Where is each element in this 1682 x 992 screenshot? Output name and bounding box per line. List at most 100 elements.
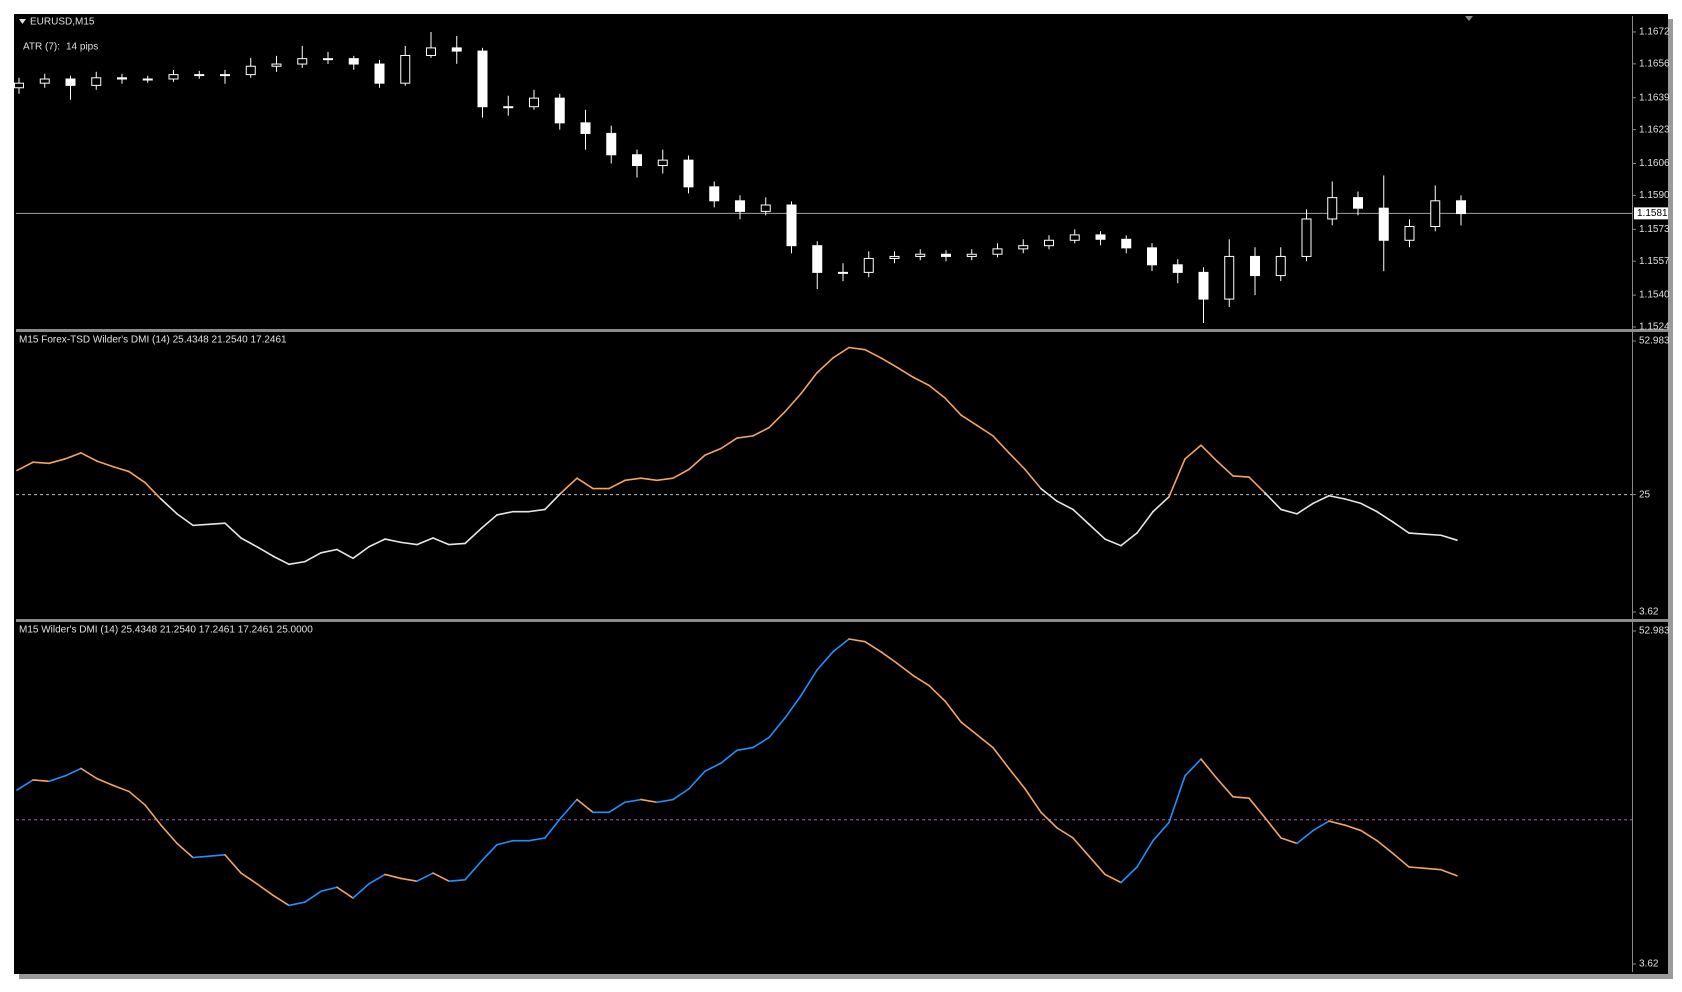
indicator-segment xyxy=(1008,452,1026,471)
candle-body xyxy=(348,58,359,65)
indicator-segment xyxy=(1376,510,1394,523)
indicator-segment xyxy=(384,538,402,544)
candle-body xyxy=(194,74,205,77)
indicator-segment xyxy=(448,542,466,546)
indicator-segment xyxy=(832,638,850,653)
indicator-segment xyxy=(528,837,546,842)
chart-shift-marker[interactable] xyxy=(1465,16,1473,21)
indicator-segment xyxy=(816,357,834,374)
candle-body xyxy=(1250,255,1260,277)
candle-body xyxy=(838,271,848,274)
candle-body xyxy=(117,77,127,80)
indicator-segment xyxy=(992,435,1010,454)
indicator-segment xyxy=(784,694,802,719)
indicator-segment xyxy=(672,468,690,479)
candle-body xyxy=(426,47,436,56)
indicator-title: M15 Forex-TSD Wilder's DMI (14) 25.4348 … xyxy=(19,335,287,346)
candle-body xyxy=(915,253,926,257)
indicator-title: M15 Wilder's DMI (14) 25.4348 21.2540 17… xyxy=(19,625,313,636)
indicator-segment xyxy=(496,510,514,516)
indicator-segment xyxy=(272,555,290,566)
indicator-segment xyxy=(1120,866,1138,884)
indicator-segment xyxy=(656,798,674,804)
indicator-segment xyxy=(1168,458,1186,498)
indicator-segment xyxy=(848,346,866,351)
y-tick-label: 1.1557 xyxy=(1639,256,1670,267)
y-tick-label: 1.1540 xyxy=(1639,290,1670,301)
indicator-segment xyxy=(720,437,738,450)
indicator-segment xyxy=(256,883,274,897)
indicator-segment xyxy=(912,376,930,387)
indicator-segment xyxy=(400,877,418,882)
indicator-segment xyxy=(304,552,322,563)
candle-body xyxy=(1378,207,1389,241)
symbol-title: EURUSD,M15 xyxy=(30,17,95,28)
candle-body xyxy=(760,204,771,212)
indicator-segment xyxy=(144,804,162,826)
indicator-segment xyxy=(272,894,290,907)
candle-body xyxy=(1456,200,1466,215)
indicator-segment xyxy=(1024,787,1042,814)
candle-body xyxy=(1327,197,1338,220)
indicator-segment xyxy=(816,650,834,671)
indicator-segment xyxy=(416,872,434,882)
indicator-segment xyxy=(1152,496,1170,513)
indicator-segment xyxy=(384,873,402,880)
indicator-segment xyxy=(416,537,434,546)
indicator-segment xyxy=(1008,767,1026,790)
indicator-segment xyxy=(1120,532,1138,547)
indicator-segment xyxy=(880,650,898,665)
indicator-segment xyxy=(640,477,658,482)
indicator-segment xyxy=(224,854,242,874)
candle-body xyxy=(168,74,179,80)
candle-body xyxy=(477,50,488,108)
indicator-segment xyxy=(80,452,98,462)
indicator-segment xyxy=(112,784,130,793)
indicator-segment xyxy=(1216,460,1234,477)
indicator-segment xyxy=(528,508,546,513)
candle-body xyxy=(374,63,385,84)
indicator-segment xyxy=(1184,444,1202,460)
indicator-segment xyxy=(624,477,642,482)
candle-body xyxy=(1353,197,1363,209)
candle-body xyxy=(1044,239,1054,247)
indicator-segment xyxy=(736,435,754,439)
candle-body xyxy=(709,186,720,202)
candle-body xyxy=(941,253,951,257)
candle-body xyxy=(1430,200,1441,228)
indicator-segment xyxy=(608,479,626,490)
indicator-segment xyxy=(240,537,258,548)
indicator-segment xyxy=(1312,820,1330,832)
indicator-segment xyxy=(1104,873,1122,884)
indicator-segment xyxy=(928,684,946,702)
indicator-segment xyxy=(944,700,962,723)
indicator-segment xyxy=(1136,839,1154,868)
indicator-segment xyxy=(64,452,82,460)
chart-background xyxy=(14,14,1668,974)
indicator-segment xyxy=(656,477,674,482)
indicator-segment xyxy=(64,767,82,777)
indicator-segment xyxy=(1072,508,1090,526)
y-tick-label: 1.1590 xyxy=(1639,190,1670,201)
indicator-segment xyxy=(256,545,274,557)
candle-body xyxy=(889,255,900,259)
indicator-segment xyxy=(992,746,1010,770)
indicator-segment xyxy=(736,746,754,752)
indicator-segment xyxy=(1264,492,1282,511)
indicator-segment xyxy=(768,410,786,429)
indicator-segment xyxy=(1232,475,1250,478)
candle-body xyxy=(1069,234,1080,241)
indicator-segment xyxy=(1200,444,1218,462)
symbol-menu-arrow[interactable] xyxy=(19,19,26,24)
candle-body xyxy=(632,154,642,167)
candle-body xyxy=(271,63,282,67)
indicator-segment xyxy=(1104,538,1122,547)
indicator-segment xyxy=(1360,829,1378,842)
indicator-segment xyxy=(48,458,66,465)
price-label: 1.1581 xyxy=(1637,208,1668,219)
indicator-segment xyxy=(640,798,658,804)
candle-body xyxy=(39,78,50,84)
indicator-segment xyxy=(32,461,50,465)
candle-body xyxy=(812,245,823,273)
